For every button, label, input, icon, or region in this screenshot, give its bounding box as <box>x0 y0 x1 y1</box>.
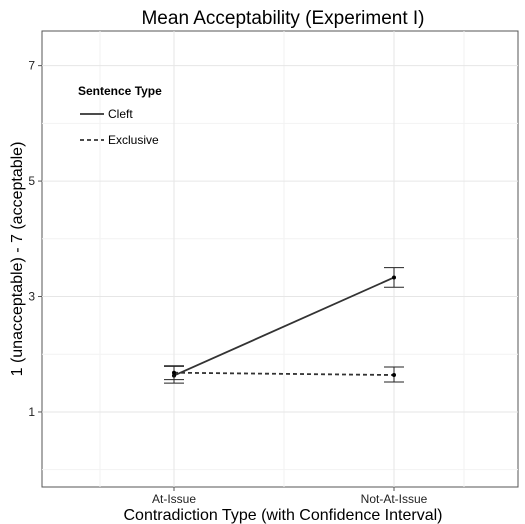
data-point <box>392 373 396 378</box>
series-line <box>173 371 395 376</box>
y-axis-title: 1 (unacceptable) - 7 (acceptable) <box>9 142 26 377</box>
series-exclusive <box>164 365 404 383</box>
series-layer <box>164 267 404 384</box>
series-line <box>173 276 395 377</box>
plot-panel <box>41 30 519 488</box>
legend: Sentence Type Cleft Exclusive <box>78 84 162 147</box>
y-tick-label: 7 <box>28 59 35 73</box>
x-tick-label: At-Issue <box>152 492 196 506</box>
chart-title: Mean Acceptability (Experiment I) <box>141 8 424 29</box>
y-axis: 1 3 5 7 <box>28 59 42 419</box>
y-tick-label: 5 <box>28 174 35 188</box>
x-axis: At-Issue Not-At-Issue <box>152 487 428 506</box>
x-tick-label: Not-At-Issue <box>361 492 428 506</box>
legend-title: Sentence Type <box>78 84 162 98</box>
y-tick-label: 1 <box>28 405 35 419</box>
legend-label-exclusive: Exclusive <box>108 133 159 147</box>
x-axis-title: Contradiction Type (with Confidence Inte… <box>124 507 443 524</box>
y-tick-label: 3 <box>28 290 35 304</box>
legend-label-cleft: Cleft <box>108 107 133 121</box>
grid <box>42 31 518 487</box>
data-point <box>172 370 176 375</box>
data-point <box>392 275 396 280</box>
